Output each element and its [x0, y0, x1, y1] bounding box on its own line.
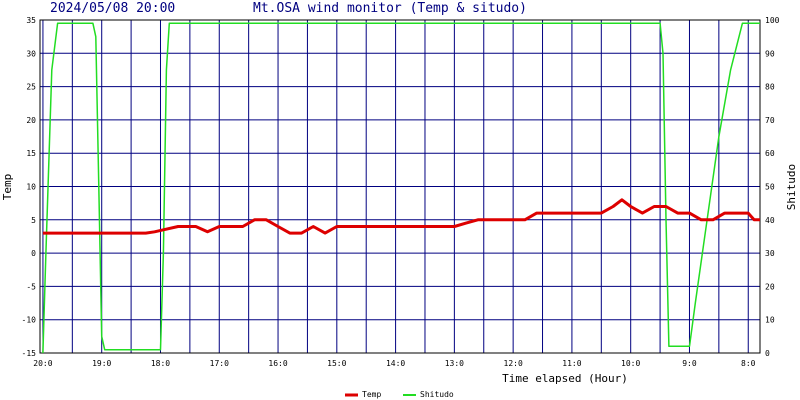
y-left-tick-label: 20 [26, 116, 36, 125]
series-lines [42, 22, 760, 354]
x-axis-label: Time elapsed (Hour) [502, 372, 628, 385]
timestamp-label: 2024/05/08 20:00 [50, 1, 175, 16]
y-right-tick-label: 100 [765, 16, 780, 25]
grid-lines [40, 19, 760, 354]
y-right-tick-label: 20 [765, 282, 775, 291]
x-tick-label: 16:0 [268, 359, 287, 368]
y-left-tick-label: 15 [26, 149, 36, 158]
plot-frame [39, 19, 761, 354]
y-left-tick-label: 0 [31, 249, 36, 258]
legend-label-temp: Temp [362, 390, 381, 399]
x-tick-label: 10:0 [621, 359, 640, 368]
y-right-tick-label: 40 [765, 216, 775, 225]
x-tick-label: 17:0 [210, 359, 229, 368]
chart-title: Mt.OSA wind monitor (Temp & situdo) [253, 1, 527, 16]
x-tick-label: 11:0 [562, 359, 581, 368]
y-left-tick-label: 10 [26, 183, 36, 192]
x-tick-label: 14:0 [386, 359, 405, 368]
x-tick-label: 20:0 [33, 359, 52, 368]
legend: Temp Shitudo [345, 390, 454, 399]
y-right-tick-label: 60 [765, 149, 775, 158]
y-left-tick-label: 5 [31, 216, 36, 225]
x-tick-label: 8:0 [741, 359, 756, 368]
y-right-tick-label: 10 [765, 316, 775, 325]
y-right-tick-label: 70 [765, 116, 775, 125]
series-line-shitudo [42, 22, 760, 354]
x-axis-ticks: 20:0 19:0 18:0 17:0 16:0 15:0 14:0 13:0 12:0 11:0… [33, 359, 755, 368]
y-left-tick-label: -15 [22, 349, 37, 358]
y-right-tick-label: 80 [765, 83, 775, 92]
y-right-tick-label: 0 [765, 349, 770, 358]
legend-label-shitudo: Shitudo [420, 390, 454, 399]
y-right-tick-label: 30 [765, 249, 775, 258]
y-right-tick-label: 90 [765, 49, 775, 58]
y-left-tick-label: -5 [26, 282, 36, 291]
x-tick-label: 15:0 [327, 359, 346, 368]
y-left-tick-label: 35 [26, 16, 36, 25]
y-right-tick-label: 50 [765, 183, 775, 192]
left-axis-ticks: 35 30 25 20 15 10 5 0 -5 -10 -15 [22, 16, 37, 358]
y-left-tick-label: 25 [26, 83, 36, 92]
x-tick-label: 13:0 [445, 359, 464, 368]
series-line-temp [42, 198, 760, 235]
x-tick-label: 18:0 [151, 359, 170, 368]
x-tick-label: 12:0 [504, 359, 523, 368]
y-left-tick-label: 30 [26, 49, 36, 58]
y-left-tick-label: -10 [22, 316, 37, 325]
x-tick-label: 19:0 [92, 359, 111, 368]
right-axis-label: Shitudo [785, 164, 798, 210]
left-axis-label: Temp [1, 174, 14, 201]
x-tick-label: 9:0 [682, 359, 697, 368]
